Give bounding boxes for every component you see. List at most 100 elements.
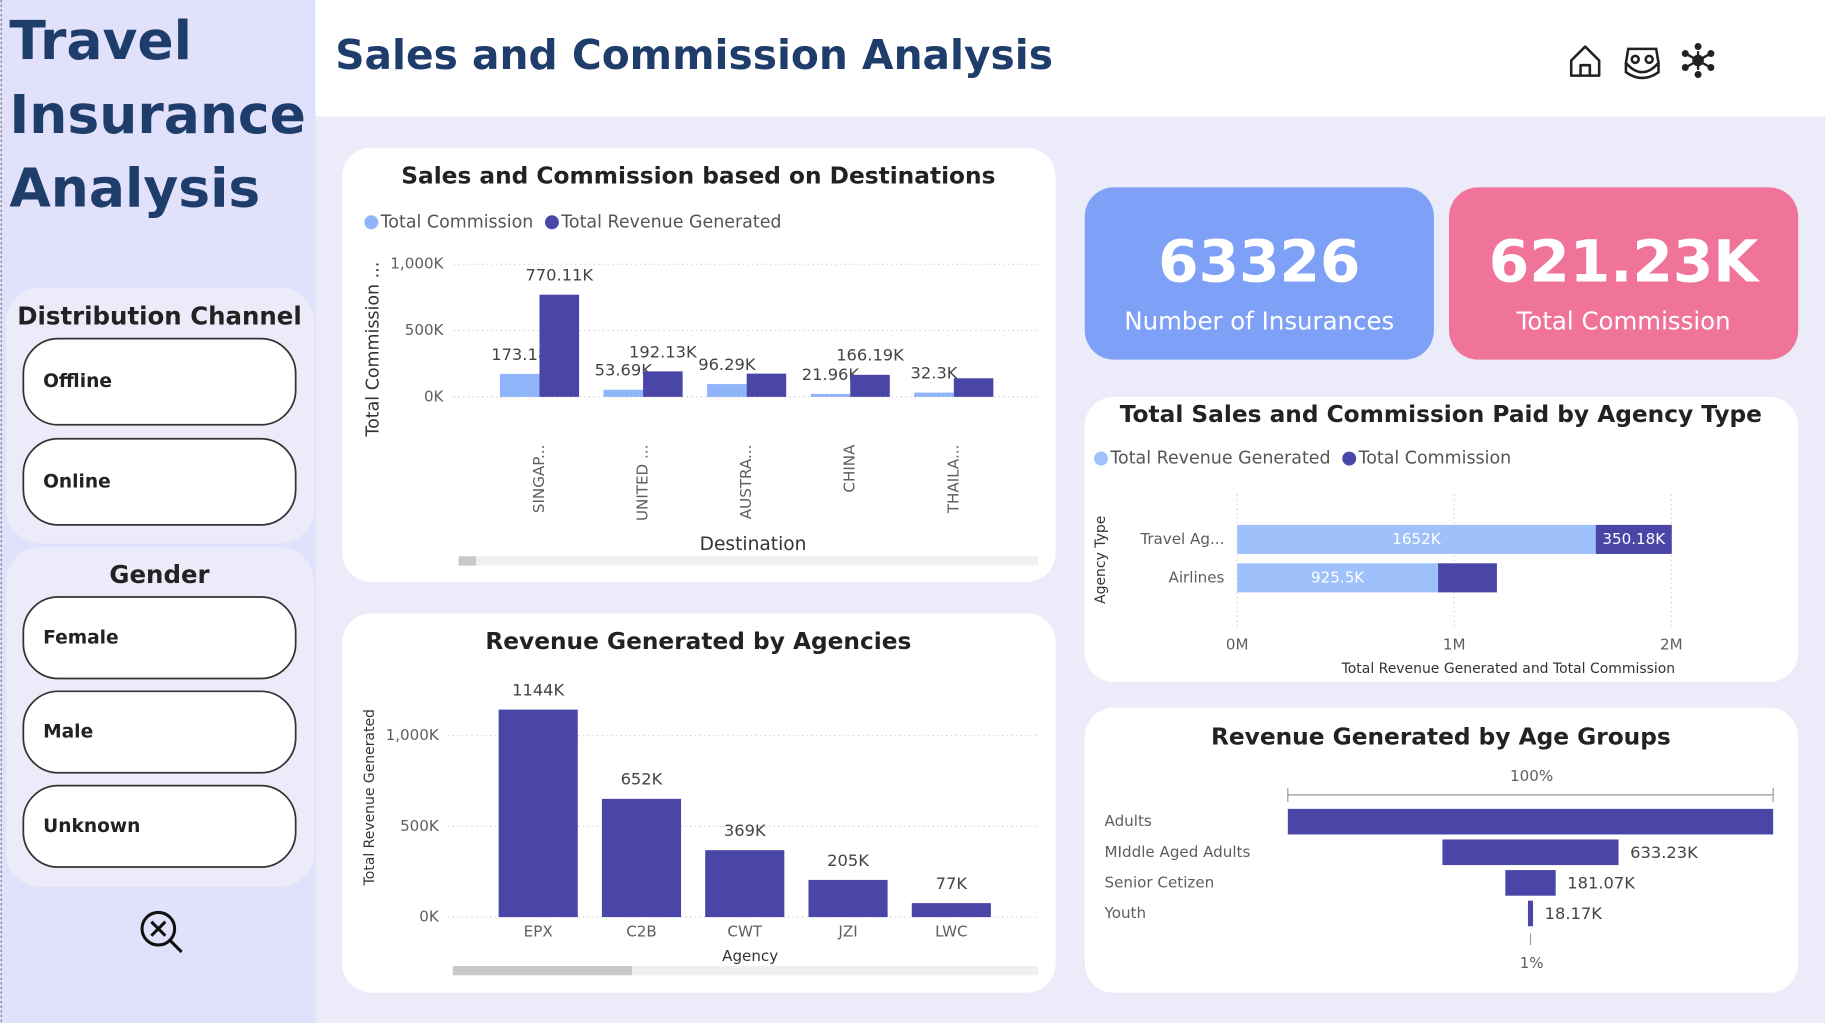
bar	[810, 393, 851, 397]
scrollbar-thumb[interactable]	[458, 556, 477, 566]
bar-segment	[1237, 563, 1439, 593]
kpi-value: 63326	[1158, 227, 1360, 295]
x-tick-label: UNITED ...	[634, 445, 652, 521]
value-label: 96.29K	[698, 355, 757, 374]
y-tick-label: 500K	[400, 817, 440, 835]
value-label: 925.5K	[1311, 568, 1365, 586]
x-tick-label: EPX	[524, 923, 553, 941]
bar	[603, 389, 644, 397]
value-label: 1652K	[1392, 530, 1441, 548]
scrollbar-thumb[interactable]	[452, 965, 633, 976]
slicer-item[interactable]	[22, 784, 297, 868]
bar	[914, 392, 954, 397]
kpi-label: Total Commission	[1516, 306, 1731, 335]
bar	[707, 384, 747, 397]
funnel-bar	[1287, 808, 1774, 835]
x-tick-label: 0M	[1226, 635, 1249, 653]
funnel-annotation: 1%	[1520, 954, 1544, 972]
header-title: Sales and Commission Analysis	[335, 31, 1053, 79]
bar-segment	[1595, 524, 1672, 554]
category-label: Youth	[1104, 904, 1147, 922]
value-label: 1144K	[512, 680, 565, 699]
x-axis-title: Total Revenue Generated and Total Commis…	[1341, 661, 1676, 677]
slicer-item[interactable]	[22, 690, 297, 774]
home-icon[interactable]	[1569, 45, 1601, 77]
kpi-value: 621.23K	[1489, 227, 1761, 295]
category-label: MIddle Aged Adults	[1105, 843, 1251, 861]
value-label: 173.18	[491, 345, 548, 364]
legend-label: Total Commission	[380, 212, 534, 232]
value-label: 77K	[936, 874, 969, 893]
value-label: 770.11K	[525, 266, 594, 285]
legend-marker	[364, 215, 379, 230]
slicer-title: Gender	[109, 560, 209, 589]
kpi-card	[1084, 187, 1434, 360]
slicer-item[interactable]	[22, 337, 297, 426]
legend-label: Total Commission	[1358, 449, 1512, 469]
y-tick-label: 500K	[405, 321, 445, 339]
x-axis-title: Agency	[722, 947, 778, 965]
x-tick-label: 2M	[1660, 635, 1683, 653]
slicer-item-label[interactable]: Offline	[43, 371, 112, 392]
bar	[643, 371, 683, 397]
bar	[539, 294, 580, 397]
slicer-item-label[interactable]: Online	[43, 471, 111, 492]
value-label: 53.69K	[595, 361, 654, 380]
value-label: 192.13K	[629, 342, 698, 361]
value-label: 32.3K	[911, 363, 959, 382]
bar	[850, 374, 890, 397]
legend-label: Total Revenue Generated	[1109, 449, 1330, 469]
bar	[953, 378, 994, 397]
kpi-card	[1449, 187, 1799, 360]
bar	[499, 373, 540, 397]
slicer-item[interactable]	[22, 596, 297, 680]
x-tick-label: THAILA...	[944, 445, 962, 515]
scrollbar[interactable]	[458, 556, 1039, 566]
value-label: 350.18K	[1602, 530, 1666, 548]
funnel-bar	[1505, 870, 1556, 896]
x-tick-label: LWC	[935, 923, 968, 941]
x-tick-label: C2B	[626, 923, 657, 941]
x-tick-label: JZI	[837, 923, 857, 941]
legend-marker	[1094, 451, 1109, 466]
y-axis-title: Total Commission ...	[364, 262, 384, 438]
value-label: 652K	[621, 770, 664, 789]
scrollbar[interactable]	[452, 965, 1039, 976]
mask-icon[interactable]	[1624, 47, 1660, 80]
legend-label: Total Revenue Generated	[560, 212, 781, 232]
sidebar-title: Travel	[9, 9, 192, 72]
y-axis-title: Agency Type	[1093, 516, 1109, 604]
funnel-bar	[1442, 839, 1619, 866]
legend-marker	[544, 215, 559, 230]
x-tick-label: 1M	[1443, 635, 1466, 653]
slicer-title: Distribution Channel	[17, 302, 302, 331]
slicer-item-label[interactable]: Female	[43, 627, 119, 648]
card	[1084, 707, 1799, 993]
category-label: Senior Cetizen	[1105, 873, 1215, 891]
x-tick-label: AUSTRA...	[737, 445, 755, 520]
sidebar-title: Analysis	[9, 157, 260, 220]
sidebar-title: Insurance	[9, 83, 306, 146]
legend-marker	[1342, 451, 1357, 466]
chart-title: Revenue Generated by Agencies	[485, 628, 911, 655]
chart-title: Revenue Generated by Age Groups	[1211, 723, 1671, 750]
network-icon[interactable]	[1681, 43, 1715, 78]
slicer-item[interactable]	[22, 437, 297, 526]
x-axis-title: Destination	[700, 534, 807, 555]
y-tick-label: 0K	[419, 908, 440, 926]
chart-title: Sales and Commission based on Destinatio…	[401, 162, 995, 189]
slicer-item-label[interactable]: Male	[43, 722, 93, 743]
funnel-annotation: 100%	[1510, 767, 1553, 785]
bar	[601, 798, 682, 918]
category-label: Adults	[1105, 812, 1152, 830]
clear-filter-icon[interactable]	[140, 910, 183, 954]
value-label: 18.17K	[1545, 904, 1604, 923]
value-label: 205K	[827, 851, 870, 870]
kpi-label: Number of Insurances	[1124, 306, 1394, 335]
value-label: 166.19K	[836, 346, 905, 365]
slicer-item-label[interactable]: Unknown	[43, 816, 140, 837]
x-tick-label: CWT	[727, 923, 762, 941]
x-tick-label: CHINA	[841, 444, 859, 493]
